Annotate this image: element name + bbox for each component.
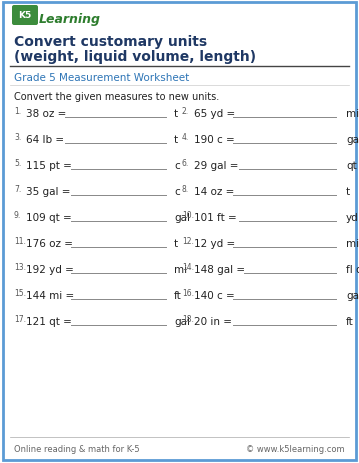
Text: 5.: 5. xyxy=(14,159,21,168)
Text: (weight, liquid volume, length): (weight, liquid volume, length) xyxy=(14,50,256,64)
Text: t: t xyxy=(174,135,178,144)
Text: 1.: 1. xyxy=(14,107,21,116)
Text: 109 qt =: 109 qt = xyxy=(26,213,72,223)
Text: yd: yd xyxy=(346,213,359,223)
Text: Convert customary units: Convert customary units xyxy=(14,35,207,49)
Text: gal: gal xyxy=(346,135,359,144)
Text: 190 c =: 190 c = xyxy=(194,135,235,144)
Text: 64 lb =: 64 lb = xyxy=(26,135,64,144)
Text: 14.: 14. xyxy=(182,263,194,272)
Text: 140 c =: 140 c = xyxy=(194,290,235,300)
Text: gal: gal xyxy=(174,213,190,223)
FancyBboxPatch shape xyxy=(12,6,38,26)
Text: 13.: 13. xyxy=(14,263,26,272)
Text: 11.: 11. xyxy=(14,237,26,246)
Text: gal: gal xyxy=(346,290,359,300)
Text: mi: mi xyxy=(346,109,359,119)
Text: 9.: 9. xyxy=(14,211,21,220)
Text: Grade 5 Measurement Worksheet: Grade 5 Measurement Worksheet xyxy=(14,73,189,83)
Text: fl oz: fl oz xyxy=(346,264,359,275)
Text: 18.: 18. xyxy=(182,315,194,324)
Text: c: c xyxy=(174,187,180,197)
Text: 3.: 3. xyxy=(14,133,21,142)
Text: ft: ft xyxy=(174,290,182,300)
Text: K5: K5 xyxy=(18,12,32,20)
Text: qt: qt xyxy=(346,161,357,171)
FancyBboxPatch shape xyxy=(3,3,356,460)
Text: 65 yd =: 65 yd = xyxy=(194,109,235,119)
Text: 144 mi =: 144 mi = xyxy=(26,290,74,300)
Text: 176 oz =: 176 oz = xyxy=(26,238,73,249)
Text: 101 ft =: 101 ft = xyxy=(194,213,237,223)
Text: c: c xyxy=(174,161,180,171)
Text: 12 yd =: 12 yd = xyxy=(194,238,235,249)
Text: 17.: 17. xyxy=(14,315,26,324)
Text: 38 oz =: 38 oz = xyxy=(26,109,66,119)
Text: 4.: 4. xyxy=(182,133,189,142)
Text: t: t xyxy=(174,109,178,119)
Text: 192 yd =: 192 yd = xyxy=(26,264,74,275)
Text: 15.: 15. xyxy=(14,289,26,298)
Text: 8.: 8. xyxy=(182,185,189,194)
Text: 12.: 12. xyxy=(182,237,194,246)
Text: 7.: 7. xyxy=(14,185,21,194)
Text: Learning: Learning xyxy=(39,13,101,25)
Text: 10.: 10. xyxy=(182,211,194,220)
Text: 121 qt =: 121 qt = xyxy=(26,316,72,326)
Text: t: t xyxy=(346,187,350,197)
Text: gal: gal xyxy=(174,316,190,326)
Text: © www.k5learning.com: © www.k5learning.com xyxy=(246,444,345,454)
Text: 14 oz =: 14 oz = xyxy=(194,187,234,197)
Text: 16.: 16. xyxy=(182,289,194,298)
Text: ft: ft xyxy=(346,316,354,326)
Text: mi: mi xyxy=(346,238,359,249)
Text: Online reading & math for K-5: Online reading & math for K-5 xyxy=(14,444,140,454)
Text: t: t xyxy=(174,238,178,249)
Text: 148 gal =: 148 gal = xyxy=(194,264,245,275)
Text: 2.: 2. xyxy=(182,107,189,116)
Text: Convert the given measures to new units.: Convert the given measures to new units. xyxy=(14,92,219,102)
Text: 29 gal =: 29 gal = xyxy=(194,161,238,171)
Text: 115 pt =: 115 pt = xyxy=(26,161,72,171)
Text: mi: mi xyxy=(174,264,187,275)
Text: 20 in =: 20 in = xyxy=(194,316,232,326)
Text: 6.: 6. xyxy=(182,159,189,168)
Text: 35 gal =: 35 gal = xyxy=(26,187,70,197)
